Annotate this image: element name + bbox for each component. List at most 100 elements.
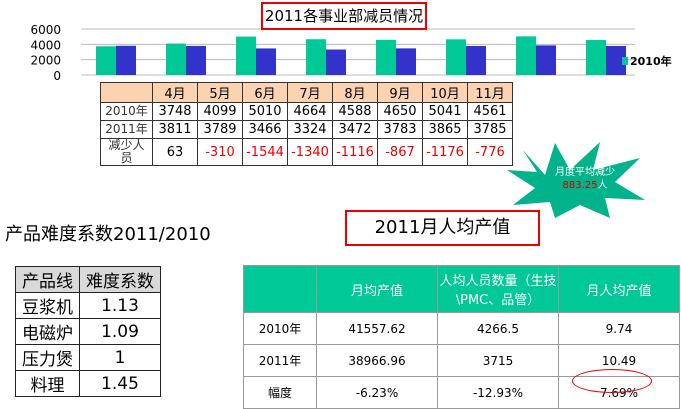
table-cell: 41557.62: [316, 312, 438, 345]
row-label: 减少人员: [100, 138, 153, 166]
table-cell: 7月: [287, 82, 333, 103]
row-label: 2011年: [100, 120, 153, 139]
table-cell: 3472: [332, 120, 378, 139]
avg-output-title: 2011月人均产值: [345, 210, 540, 246]
table-cell: 3865: [422, 120, 468, 139]
table-row: 2010年 3748 4099 5010 4664 4588 4650 5041 4561: [100, 102, 513, 121]
table-cell: 5010: [242, 102, 288, 121]
table-cell: 难度系数: [79, 266, 161, 293]
bar: [186, 45, 206, 75]
table-cell: 3783: [377, 120, 423, 139]
header-row: 月均产值 人均人员数量（生技\PMC、品管） 月人均产值: [243, 265, 680, 313]
table-cell: 1.45: [79, 370, 161, 397]
table-cell: -6.23%: [316, 376, 438, 409]
average-reduction-callout: 月度平均减少 883.25人: [545, 166, 625, 192]
bar: [376, 39, 396, 75]
table-row: 压力煲 1: [15, 344, 161, 371]
table-cell: 11月: [467, 82, 513, 103]
header-row: 4月 5月 6月 7月 8月 9月 10月 11月: [100, 82, 513, 103]
bar: [96, 46, 116, 75]
table-row: 幅度 -6.23% -12.93% 7.69%: [243, 376, 680, 409]
table-cell: 1: [79, 344, 161, 371]
table-cell: 3324: [287, 120, 333, 139]
table-cell: 豆浆机: [15, 292, 80, 319]
table-cell: -867: [377, 138, 423, 166]
table-cell: 10月: [422, 82, 468, 103]
bar: [586, 40, 606, 75]
bar: [606, 45, 626, 75]
table-cell: 3466: [242, 120, 288, 139]
bar: [516, 36, 536, 75]
table-row: 豆浆机 1.13: [15, 292, 161, 319]
table-row: 2010年 41557.62 4266.5 9.74: [243, 312, 680, 345]
table-row: 2011年 3811 3789 3466 3324 3472 3783 3865 3785: [100, 120, 513, 139]
table-cell: 3811: [152, 120, 198, 139]
table-cell: 4月: [152, 82, 198, 103]
table-cell: 38966.96: [316, 344, 438, 377]
table-cell: -1340: [287, 138, 333, 166]
row-label: 2010年: [100, 102, 153, 121]
table-cell: 4650: [377, 102, 423, 121]
bar: [326, 49, 346, 75]
table-cell: 产品线: [15, 266, 80, 293]
table-cell: 人均人员数量（生技\PMC、品管）: [437, 265, 559, 313]
month-table: 4月 5月 6月 7月 8月 9月 10月 11月 2010年 3748 4099 5010 4664 4…: [100, 82, 513, 166]
table-cell: 1.09: [79, 318, 161, 345]
table-cell: -1116: [332, 138, 378, 166]
table-row: 料理 1.45: [15, 370, 161, 397]
bar: [536, 45, 556, 75]
y-tick-label: 0: [53, 69, 61, 80]
table-cell: 幅度: [243, 376, 317, 409]
table-cell: -776: [467, 138, 513, 166]
legend-swatch: [622, 57, 628, 65]
table-cell: 3748: [152, 102, 198, 121]
bar: [306, 39, 326, 75]
table-cell: 3789: [197, 120, 243, 139]
table-cell: 料理: [15, 370, 80, 397]
table-cell: -12.93%: [437, 376, 559, 409]
table-cell: 2010年: [243, 312, 317, 345]
table-cell: 4266.5: [437, 312, 559, 345]
table-cell: 3715: [437, 344, 559, 377]
header-row: 产品线 难度系数: [15, 266, 161, 293]
difficulty-table: 产品线 难度系数 豆浆机 1.13 电磁炉 1.09 压力煲 1 料理 1.45: [15, 266, 161, 397]
table-cell: 4099: [197, 102, 243, 121]
table-cell: -1544: [242, 138, 288, 166]
table-cell: 2011年: [243, 344, 317, 377]
table-cell: 6月: [242, 82, 288, 103]
table-cell: 4561: [467, 102, 513, 121]
table-cell: [243, 265, 317, 313]
table-cell: 电磁炉: [15, 318, 80, 345]
table-cell: 月人均产值: [558, 265, 680, 313]
table-cell: 4664: [287, 102, 333, 121]
table-cell: -1176: [422, 138, 468, 166]
highlight-ellipse: [572, 369, 652, 393]
table-row: 减少人员 63 -310 -1544 -1340 -1116 -867 -1176 -776: [100, 138, 513, 166]
table-cell: 压力煲: [15, 344, 80, 371]
avg-output-table: 月均产值 人均人员数量（生技\PMC、品管） 月人均产值 2010年 41557.62 4…: [243, 265, 680, 409]
table-cell: 8月: [332, 82, 378, 103]
row-label: [100, 82, 153, 103]
bar: [466, 45, 486, 75]
difficulty-title: 产品难度系数2011/2010: [5, 224, 211, 245]
table-cell: 9.74: [558, 312, 680, 345]
table-cell: 3785: [467, 120, 513, 139]
table-cell: 5月: [197, 82, 243, 103]
legend-label: 2010年: [630, 54, 672, 68]
table-cell: 1.13: [79, 292, 161, 319]
bar-chart: 0 2000 4000 6000 2010年: [0, 0, 681, 80]
y-tick-label: 4000: [30, 38, 61, 52]
bar: [396, 48, 416, 75]
table-cell: 4588: [332, 102, 378, 121]
callout-value: 883.25: [562, 180, 598, 191]
table-cell: 10.49: [558, 344, 680, 377]
callout-label: 月度平均减少: [555, 167, 615, 178]
bar: [446, 39, 466, 75]
starburst-shape: [507, 142, 645, 218]
table-cell: -310: [197, 138, 243, 166]
table-cell: 月均产值: [316, 265, 438, 313]
table-row: 电磁炉 1.09: [15, 318, 161, 345]
bar: [116, 45, 136, 75]
table-row: 2011年 38966.96 3715 10.49: [243, 344, 680, 377]
